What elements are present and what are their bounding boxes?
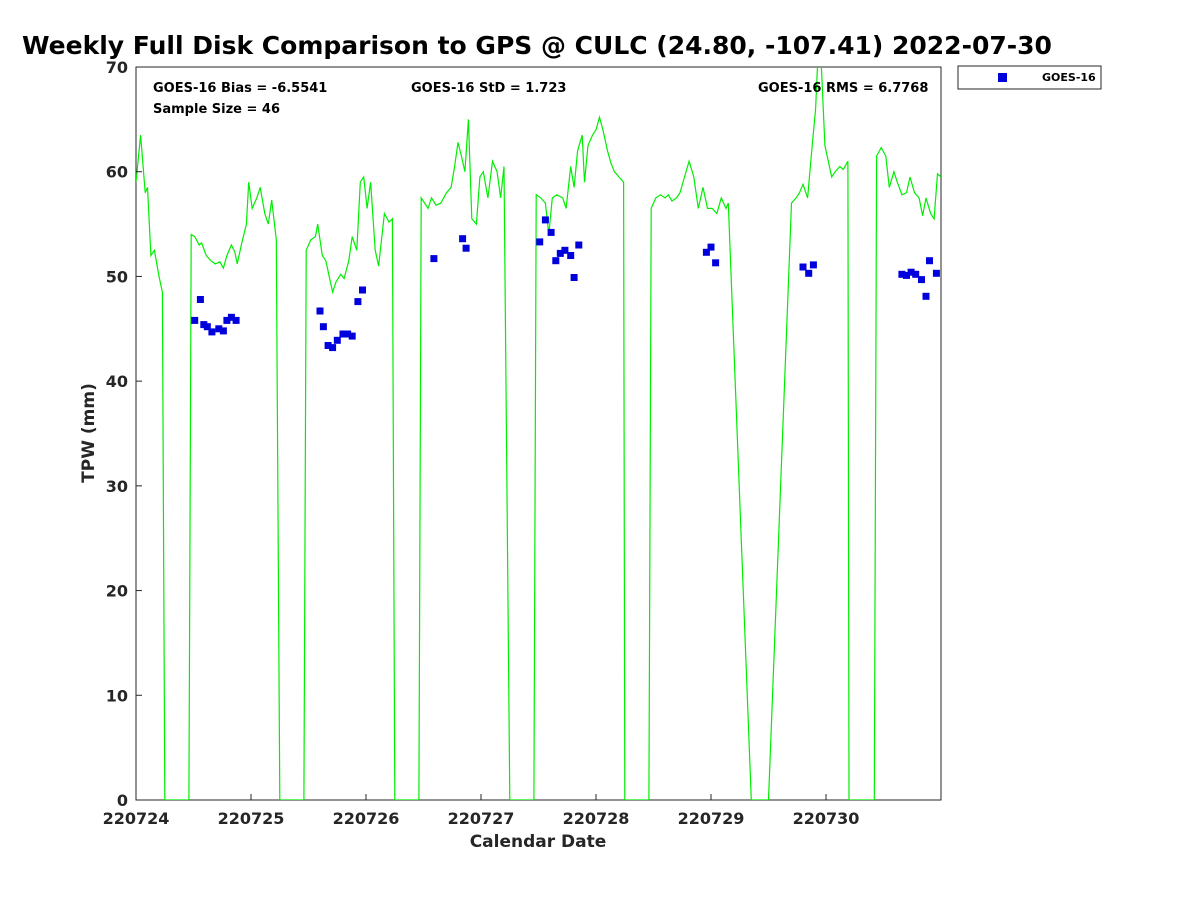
x-tick-label: 220726 [333,809,400,828]
goes16-data-point [912,270,920,278]
goes16-data-point [556,249,564,257]
goes16-data-point [215,325,223,333]
goes16-data-point [805,269,813,277]
goes16-data-point [203,323,211,331]
axes-layer: 0 10 20 30 40 50 60 70 220724 220725 220726 220727 2… [103,58,860,828]
x-tick-label: 220724 [103,809,170,828]
y-tick-label: 60 [106,163,128,182]
goes16-data-point [536,238,544,246]
goes16-series-layer [191,216,940,352]
x-tick-label: 220728 [563,809,630,828]
goes16-data-point [702,248,710,256]
goes16-data-point [196,296,204,303]
goes16-data-point [926,257,933,265]
goes16-data-point [903,271,910,279]
goes16-data-point [547,228,555,236]
goes16-data-point [354,298,362,306]
goes16-data-point [712,259,720,267]
y-tick-label: 0 [117,791,128,810]
goes16-data-point [462,244,470,252]
goes16-data-point [459,235,467,243]
goes16-data-point [570,274,578,281]
bias-stat-label: GOES-16 Bias = -6.5541 [153,81,327,96]
goes16-data-point [575,241,583,249]
goes16-data-point [316,307,324,315]
gps-series-layer [136,67,941,800]
x-tick-label: 220729 [678,809,745,828]
plot-area-frame [135,66,942,801]
x-tick-label: 220725 [218,809,285,828]
goes16-data-point [223,316,231,324]
goes16-data-point [567,252,575,259]
goes16-data-point [232,316,240,324]
goes16-data-point [344,330,352,338]
goes16-data-point [552,257,560,265]
goes16-data-point [922,292,930,300]
goes16-data-point [208,328,216,336]
goes16-data-point [430,255,438,263]
goes16-data-point [799,263,807,271]
chart-title: Weekly Full Disk Comparison to GPS @ CUL… [22,31,1052,60]
goes16-data-point [809,261,817,269]
goes16-data-point [333,336,341,344]
goes16-data-point [319,323,327,331]
y-tick-label: 20 [106,582,128,601]
goes16-data-point [898,270,906,278]
goes16-data-point [918,276,925,284]
goes16-data-point [219,327,227,335]
goes16-data-point [541,216,549,224]
legend: GOES-16 [957,65,1102,90]
goes16-data-point [324,342,332,349]
legend-marker-goes16 [998,73,1007,82]
goes16-data-point [561,246,569,254]
goes16-data-point [907,268,915,276]
sample-size-label: Sample Size = 46 [153,102,280,117]
y-tick-label: 10 [106,686,128,705]
goes16-data-point [932,269,940,277]
rms-stat-label: GOES-16 RMS = 6.7768 [758,81,928,96]
std-stat-label: GOES-16 StD = 1.723 [411,81,566,96]
goes16-data-point [707,243,715,251]
goes16-data-point [348,332,356,340]
y-tick-label: 30 [106,477,128,496]
goes16-data-point [191,316,199,324]
goes16-data-point [329,344,337,352]
y-tick-label: 40 [106,372,128,391]
legend-box [957,65,1102,90]
legend-label-goes16: GOES-16 [1042,71,1096,84]
x-tick-label: 220730 [793,809,860,828]
y-axis-label: TPW (mm) [79,383,99,483]
y-tick-label: 50 [106,267,128,286]
x-tick-label: 220727 [448,809,515,828]
x-axis-label: Calendar Date [470,832,607,852]
y-tick-label: 70 [106,58,128,77]
goes16-data-point [339,330,347,338]
goes16-data-point [359,286,366,294]
goes16-data-point [227,313,235,321]
gps-tpw-line [136,67,941,800]
